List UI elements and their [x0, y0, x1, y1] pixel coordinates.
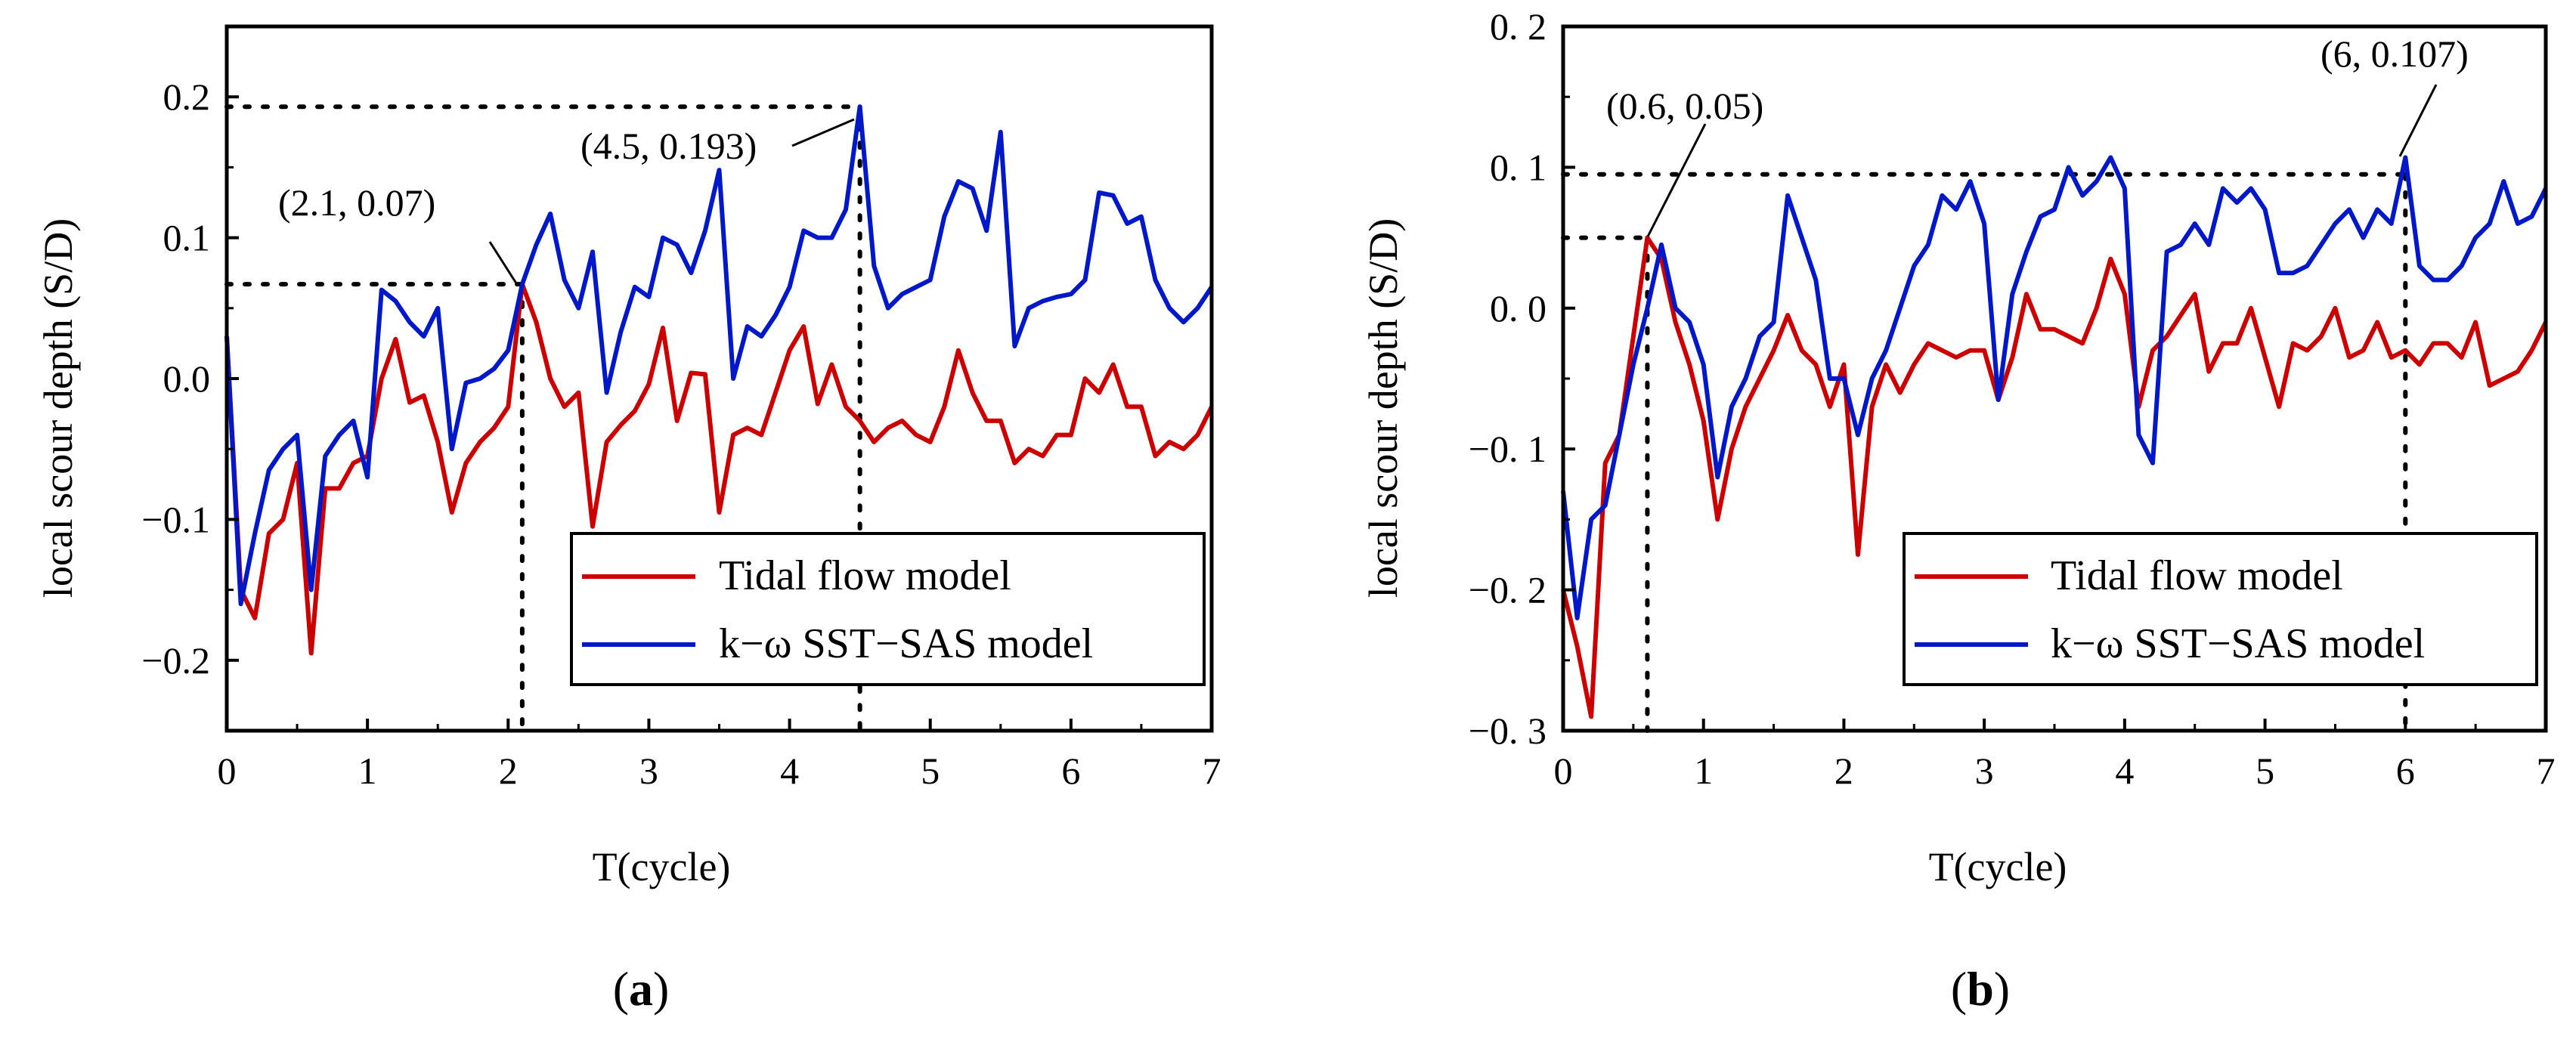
panel-b-x-axis-label: T(cycle) [1929, 844, 2067, 889]
panel-a-annotation-1: (2.1, 0.07) [278, 181, 435, 224]
panel-a-legend: Tidal flow model k−ω SST−SAS model [570, 532, 1206, 686]
panel-a-xtick-label: 5 [921, 750, 940, 792]
panel-b-ytick-label: 0. 0 [1490, 287, 1547, 329]
panel-a-ytick-label: −0.1 [141, 498, 210, 540]
panel-a-xtick-label: 3 [639, 750, 658, 792]
panel-a-xtick-label: 6 [1061, 750, 1080, 792]
panel-b-letter: b [1967, 962, 1994, 1016]
panel-a-annotation-leader-1 [488, 241, 519, 286]
panel-b-plot-frame [1561, 24, 2548, 733]
panel-b-xtick-label: 7 [2537, 750, 2556, 792]
panel-b-ytick-label: −0. 2 [1469, 569, 1547, 611]
panel-b-xtick-label: 3 [1975, 750, 1994, 792]
panel-b-series [1561, 155, 2548, 719]
panel-b-ytick-label: −0. 1 [1469, 428, 1547, 470]
panel-b-label: (b) [1951, 962, 2010, 1016]
panel-a-x-axis-label: T(cycle) [593, 844, 731, 889]
panel-b-xtick-label: 5 [2256, 750, 2274, 792]
panel-b-annotations: (0.6, 0.05) (6, 0.107) [1606, 32, 2469, 237]
panel-b-xtick-label: 0 [1554, 750, 1573, 792]
panel-a-ytick-label: −0.2 [141, 639, 210, 682]
panel-b-ytick-label: 0. 1 [1490, 146, 1547, 188]
panel-b-series-tidal [1561, 235, 2548, 719]
panel-a-annotation-2: (4.5, 0.193) [581, 125, 757, 167]
panel-a-xtick-label: 0 [218, 750, 237, 792]
panel-b-ytick-label: −0. 3 [1469, 710, 1547, 752]
panel-a-legend-label-tidal: Tidal flow model [719, 552, 1011, 599]
panel-b-xtick-label: 6 [2396, 750, 2415, 792]
panel-a-series [224, 104, 1214, 656]
panel-a-chart: 0 1 2 3 4 5 6 7 −0.2 −0.1 0.0 0.1 0.2 Tidal flow mod… [36, 24, 1221, 1016]
panel-a-ytick-label: 0.1 [163, 217, 211, 259]
panel-a-series-sst [224, 104, 1214, 607]
panel-b-series-sst [1561, 155, 2548, 620]
panel-a-xtick-label: 4 [780, 750, 799, 792]
panel-b-legend: Tidal flow model k−ω SST−SAS model [1903, 532, 2538, 686]
panel-a-xtick-label: 2 [499, 750, 518, 792]
panel-a-legend-label-sst: k−ω SST−SAS model [719, 620, 1093, 667]
panel-a-annotations: (2.1, 0.07) (4.5, 0.193) [278, 118, 855, 286]
panel-b-ytick-label: 0. 2 [1490, 5, 1547, 48]
panel-b-y-axis-label: local scour depth (S/D) [1361, 218, 1406, 598]
panel-a-annotation-leader-2 [791, 118, 855, 147]
panel-a-ytick-label: 0.0 [163, 357, 211, 400]
panel-a-xtick-label: 1 [358, 750, 377, 792]
panel-b-annotation-leader-2 [2398, 84, 2438, 157]
panel-b-legend-label-tidal: Tidal flow model [2051, 552, 2343, 599]
panel-a-legend-box [570, 532, 1206, 686]
panel-a-ytick-label: 0.2 [163, 76, 211, 118]
panel-b-legend-box [1903, 532, 2538, 686]
panel-b-legend-label-sst: k−ω SST−SAS model [2051, 620, 2425, 667]
panel-b-xtick-label: 1 [1694, 750, 1713, 792]
panel-a-plot-frame [224, 24, 1214, 733]
panel-b-annotation-1: (0.6, 0.05) [1606, 85, 1763, 127]
panel-a-series-tidal [224, 282, 1214, 656]
panel-b-guides [1561, 172, 2408, 733]
panel-a-y-axis-label: local scour depth (S/D) [36, 218, 81, 598]
panel-a-letter: a [629, 962, 653, 1016]
panel-b-chart: 0 1 2 3 4 5 6 7 −0. 3 −0. 2 −0. 1 0. 0 0. 1 0. 2 Tida… [1361, 5, 2556, 1016]
panel-a-ticks: 0 1 2 3 4 5 6 7 −0.2 −0.1 0.0 0.1 0.2 [141, 76, 1221, 792]
panel-b-annotation-2: (6, 0.107) [2321, 32, 2469, 75]
panel-a-xtick-label: 7 [1203, 750, 1221, 792]
panel-b-xtick-label: 4 [2115, 750, 2134, 792]
panel-b-annotation-leader-1 [1646, 123, 1707, 237]
panel-b-ticks: 0 1 2 3 4 5 6 7 −0. 3 −0. 2 −0. 1 0. 0 0. 1 0. 2 [1469, 5, 2556, 792]
panel-a-label: (a) [613, 962, 670, 1016]
panel-b-xtick-label: 2 [1834, 750, 1853, 792]
